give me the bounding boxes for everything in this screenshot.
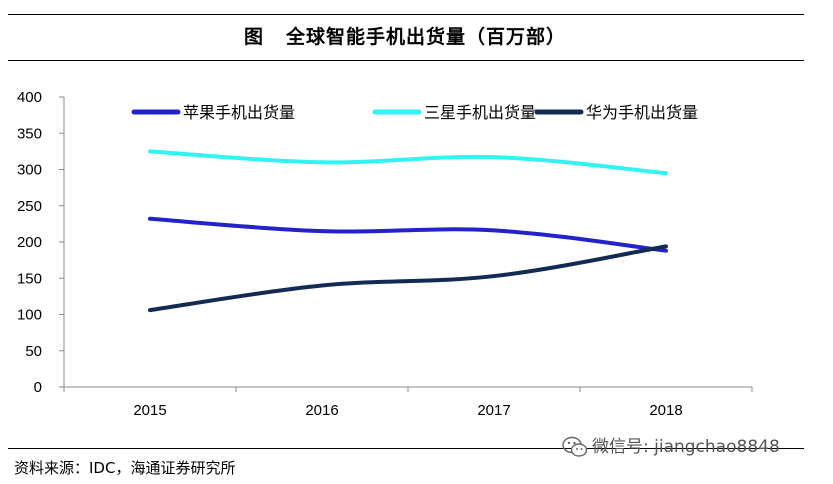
legend-label: 三星手机出货量 (424, 103, 536, 122)
chart-title: 图全球智能手机出货量（百万部） (0, 22, 810, 49)
x-tick-label: 2017 (477, 402, 510, 419)
title-text: 全球智能手机出货量（百万部） (286, 26, 567, 48)
y-tick-label: 200 (17, 234, 42, 251)
legend-label: 苹果手机出货量 (183, 103, 295, 122)
y-tick-label: 400 (17, 89, 42, 106)
source-note: 资料来源：IDC，海通证券研究所 (14, 459, 236, 477)
series-line-1 (148, 216, 668, 253)
watermark: 微信号: jiangchao8848 (562, 432, 780, 458)
y-tick-label: 350 (17, 125, 42, 142)
series-line-2 (148, 149, 668, 176)
y-tick-label: 250 (17, 198, 42, 215)
y-tick-label: 50 (25, 343, 42, 360)
series-line-3 (148, 244, 668, 313)
legend-label: 华为手机出货量 (586, 103, 698, 122)
top-rule (8, 14, 804, 15)
x-tick-label: 2015 (133, 402, 166, 419)
line-chart: 0 50 100 150 200 250 300 350 400 2015 2016 2017 2018… (17, 89, 753, 419)
y-tick-label: 100 (17, 307, 42, 324)
y-tick-label: 150 (17, 270, 42, 287)
x-tick-label: 2016 (305, 402, 338, 419)
figure-label: 图 (243, 26, 264, 48)
footer-rule (8, 448, 804, 449)
x-tick-label: 2018 (649, 402, 682, 419)
y-tick-label: 300 (17, 162, 42, 179)
y-tick-label: 0 (34, 379, 42, 396)
wechat-icon (562, 436, 588, 457)
watermark-text: 微信号: jiangchao8848 (592, 437, 780, 457)
title-rule (8, 60, 804, 61)
